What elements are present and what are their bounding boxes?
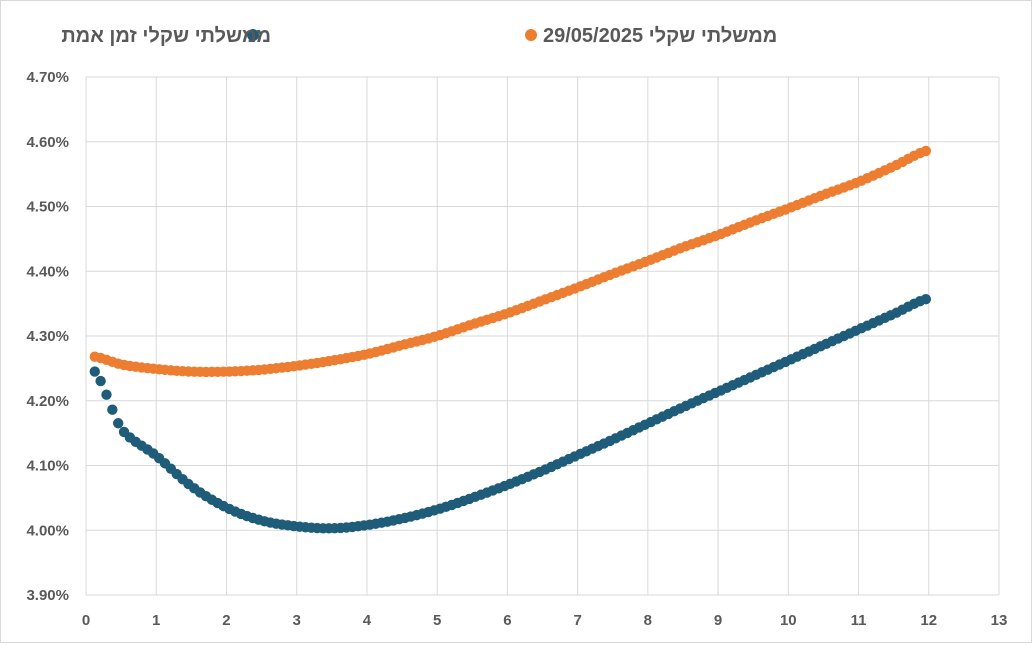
x-tick-label: 3 [293,612,301,629]
x-tick-label: 9 [714,612,722,629]
y-tick-label: 4.00% [26,522,69,539]
legend: ממשלתי שקלי זמן אמת 29/05/2025 ממשלתי שק… [61,25,777,47]
data-point [920,293,932,305]
x-tick-label: 12 [920,612,937,629]
x-tick-label: 1 [152,612,160,629]
y-tick-label: 4.40% [26,263,69,280]
y-tick-label: 3.90% [26,587,69,604]
series-0 [89,293,932,534]
series-layer [89,145,932,534]
x-tick-label: 4 [363,612,372,629]
y-tick-label: 4.10% [26,458,69,475]
series-1 [89,145,932,378]
x-tick-label: 13 [991,612,1008,629]
x-tick-label: 11 [851,612,867,629]
data-point [89,366,100,377]
x-tick-label: 2 [222,612,230,629]
x-tick-label: 10 [780,612,797,629]
legend-label-realtime: ממשלתי שקלי זמן אמת [61,25,271,47]
y-tick-label: 4.70% [26,69,69,86]
x-tick-label: 8 [644,612,652,629]
x-tick-label: 0 [82,612,90,629]
data-point [95,375,106,387]
y-tick-label: 4.50% [26,199,69,216]
legend-marker-29-05-2025 [525,29,537,41]
data-point [920,145,932,157]
y-tick-label: 4.60% [26,134,69,151]
data-point [101,389,112,400]
y-tick-label: 4.20% [26,393,69,410]
legend-label-29-05-2025: 29/05/2025 ממשלתי שקלי [543,25,777,47]
data-point [107,404,118,415]
x-tick-label: 6 [503,612,511,629]
x-tick-label: 5 [433,612,441,629]
data-point [112,418,124,429]
y-tick-label: 4.30% [26,328,69,345]
legend-marker-realtime [247,29,259,41]
x-tick-label: 7 [573,612,581,629]
tick-layer: 3.90% 4.00% 4.10% 4.20% 4.30% 4.40% 4.50% 4.60%… [26,69,1007,629]
grid-layer [85,76,1000,596]
